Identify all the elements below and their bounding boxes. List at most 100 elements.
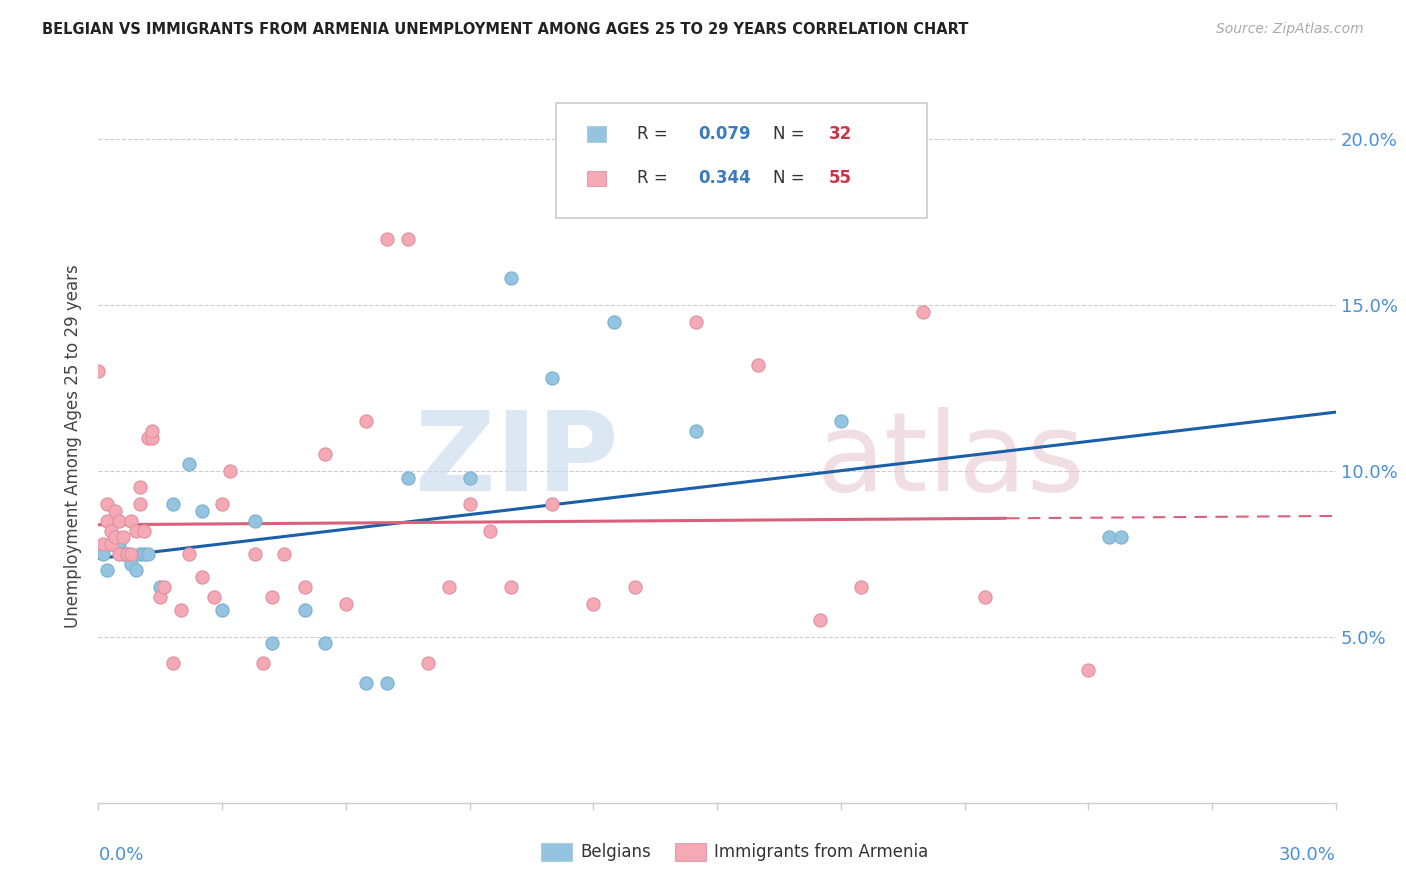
Point [108, 547, 131, 561]
Point [96, 497, 118, 511]
Point [260, 636, 283, 650]
Point [120, 514, 142, 528]
Point [149, 580, 172, 594]
Point [132, 524, 155, 538]
Point [211, 497, 233, 511]
Point [375, 676, 398, 690]
Text: N =: N = [773, 125, 810, 143]
Point [120, 547, 142, 561]
Point [396, 470, 419, 484]
Point [1098, 530, 1121, 544]
Point [479, 524, 502, 538]
Point [396, 231, 419, 245]
Point [136, 547, 159, 561]
Point [149, 590, 172, 604]
Point [356, 676, 378, 690]
Point [499, 580, 522, 594]
Point [100, 537, 122, 551]
Point [294, 580, 316, 594]
Point [141, 424, 163, 438]
Point [1109, 530, 1132, 544]
Point [112, 530, 135, 544]
Bar [588, 127, 606, 142]
Text: BELGIAN VS IMMIGRANTS FROM ARMENIA UNEMPLOYMENT AMONG AGES 25 TO 29 YEARS CORREL: BELGIAN VS IMMIGRANTS FROM ARMENIA UNEMP… [42, 22, 969, 37]
Point [685, 314, 707, 328]
Text: Source: ZipAtlas.com: Source: ZipAtlas.com [1216, 22, 1364, 37]
Point [132, 547, 155, 561]
Point [458, 470, 481, 484]
Point [685, 424, 707, 438]
Point [100, 524, 122, 538]
Point [124, 524, 146, 538]
Point [128, 497, 150, 511]
Point [273, 547, 295, 561]
Point [243, 547, 266, 561]
Point [260, 590, 283, 604]
Point [96, 564, 118, 578]
Text: 30.0%: 30.0% [1279, 846, 1336, 864]
Point [623, 580, 645, 594]
Point [96, 514, 118, 528]
Text: R =: R = [637, 125, 672, 143]
Point [499, 271, 522, 285]
Point [603, 314, 626, 328]
Text: Immigrants from Armenia: Immigrants from Armenia [714, 843, 928, 861]
Text: 0.344: 0.344 [699, 169, 751, 187]
Text: ZIP: ZIP [415, 407, 619, 514]
Point [112, 547, 135, 561]
Point [314, 636, 336, 650]
Point [117, 547, 139, 561]
Point [104, 530, 127, 544]
Point [541, 497, 564, 511]
Point [808, 613, 831, 627]
Point [294, 603, 316, 617]
Point [170, 603, 193, 617]
Text: R =: R = [637, 169, 672, 187]
Point [851, 580, 873, 594]
Text: N =: N = [773, 169, 810, 187]
Text: 55: 55 [828, 169, 852, 187]
Point [179, 457, 201, 471]
Point [136, 431, 159, 445]
Point [128, 481, 150, 495]
Point [974, 590, 997, 604]
Point [104, 504, 127, 518]
Point [219, 464, 242, 478]
Point [243, 514, 266, 528]
Point [747, 358, 769, 372]
Point [418, 657, 440, 671]
Point [252, 657, 274, 671]
Point [87, 364, 110, 378]
Point [582, 597, 605, 611]
Text: 0.079: 0.079 [699, 125, 751, 143]
Point [179, 547, 201, 561]
FancyBboxPatch shape [557, 103, 928, 218]
Point [124, 564, 146, 578]
Text: Belgians: Belgians [581, 843, 651, 861]
Point [190, 504, 212, 518]
Bar [588, 170, 606, 186]
Point [162, 497, 184, 511]
Point [314, 447, 336, 461]
Point [830, 414, 852, 428]
Point [437, 580, 460, 594]
Point [108, 537, 131, 551]
Point [356, 414, 378, 428]
Point [100, 537, 122, 551]
Point [202, 590, 225, 604]
Point [335, 597, 357, 611]
Point [153, 580, 176, 594]
Point [458, 497, 481, 511]
Point [1077, 663, 1099, 677]
Point [91, 537, 114, 551]
Point [104, 537, 127, 551]
Point [912, 304, 935, 318]
Text: 0.0%: 0.0% [98, 846, 143, 864]
Point [190, 570, 212, 584]
Point [141, 431, 163, 445]
Point [108, 514, 131, 528]
Text: 32: 32 [828, 125, 852, 143]
Point [128, 547, 150, 561]
Point [211, 603, 233, 617]
Point [541, 371, 564, 385]
